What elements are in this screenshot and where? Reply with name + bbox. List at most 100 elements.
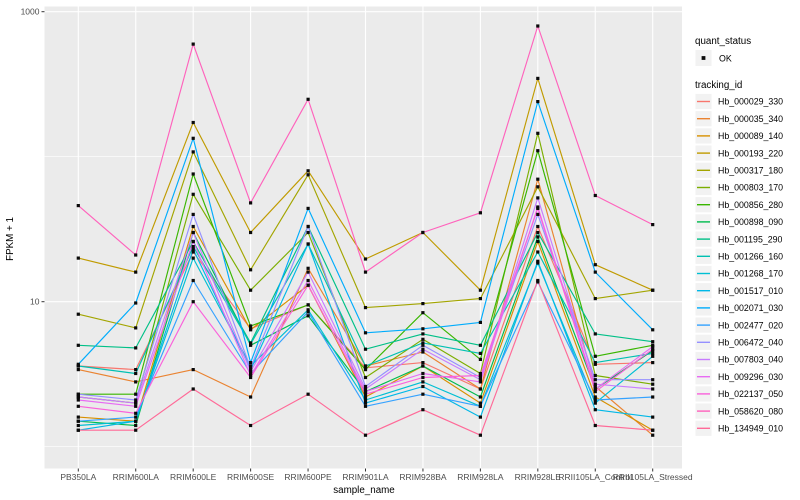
data-point-Hb_001195_290: [421, 332, 425, 336]
legend-tracking-items: Hb_000029_330 Hb_000035_340 Hb_000089_140 H…: [695, 93, 783, 436]
legend-item-label: Hb_058620_080: [718, 406, 783, 416]
data-point-Hb_001266_160: [76, 364, 80, 368]
data-point-Hb_007803_040: [363, 387, 368, 391]
data-point-Hb_022137_050: [593, 390, 597, 394]
data-point-Hb_000317_180: [249, 268, 253, 272]
legend-item-Hb_000089_140: Hb_000089_140: [695, 128, 783, 144]
data-point-Hb_001268_170: [593, 401, 597, 405]
data-point-Hb_000898_090: [306, 314, 310, 318]
data-point-Hb_009296_030: [593, 387, 597, 391]
data-point-Hb_001266_160: [191, 245, 195, 249]
data-point-Hb_000317_180: [363, 306, 368, 310]
legend-item-Hb_134949_010: Hb_134949_010: [695, 420, 783, 436]
legend-item-Hb_000803_170: Hb_000803_170: [695, 179, 783, 196]
legend-item-Hb_001268_170: Hb_001268_170: [695, 265, 783, 282]
data-point-Hb_007803_040: [249, 369, 253, 374]
data-point-Hb_001266_160: [536, 250, 540, 254]
data-point-Hb_022137_050: [363, 392, 368, 396]
data-point-Hb_058620_080: [536, 24, 540, 28]
data-point-Hb_001517_010: [593, 408, 597, 412]
legend-item-label: Hb_000035_340: [718, 114, 783, 124]
data-point-Hb_001268_170: [306, 308, 310, 312]
data-point-Hb_001195_290: [651, 340, 655, 344]
data-point-Hb_000856_280: [249, 324, 253, 328]
ok-point-marker-icon: [701, 56, 706, 60]
data-point-Hb_058620_080: [249, 201, 253, 205]
data-point-Hb_000029_330: [651, 361, 655, 365]
legend-item-Hb_058620_080: Hb_058620_080: [695, 403, 783, 419]
data-point-Hb_006472_040: [191, 212, 195, 216]
data-point-Hb_002477_020: [593, 398, 597, 402]
x-tick-label-RRIM600LA: RRIM600LA: [113, 472, 160, 482]
data-point-Hb_001517_010: [536, 259, 540, 263]
data-point-Hb_006472_040: [478, 375, 482, 380]
data-point-Hb_001268_170: [363, 398, 368, 402]
data-point-Hb_000803_170: [363, 375, 368, 380]
data-point-Hb_000856_280: [134, 392, 138, 396]
data-point-Hb_001517_010: [421, 384, 425, 389]
legend-item-label: Hb_001195_290: [718, 234, 783, 244]
data-point-Hb_000856_280: [363, 368, 368, 372]
x-tick-label-PB350LA: PB350LA: [60, 472, 96, 482]
data-point-Hb_134949_010: [536, 278, 540, 283]
data-point-Hb_000035_340: [191, 368, 195, 372]
data-point-Hb_001195_290: [536, 230, 540, 235]
data-point-Hb_001517_010: [306, 242, 310, 246]
data-point-Hb_134949_010: [593, 423, 597, 428]
data-point-Hb_007803_040: [593, 382, 597, 386]
legend-item-label: Hb_001266_160: [718, 252, 783, 262]
legend-item-label: Hb_007803_040: [718, 355, 783, 365]
data-point-Hb_134949_010: [76, 428, 80, 432]
data-point-Hb_002071_030: [593, 270, 597, 274]
data-point-Hb_058620_080: [421, 230, 425, 235]
data-point-Hb_001195_290: [593, 332, 597, 336]
data-point-Hb_000193_220: [191, 120, 195, 125]
legend-item-label: Hb_134949_010: [718, 424, 783, 434]
data-point-Hb_000089_140: [593, 395, 597, 399]
legend-item-Hb_000856_280: Hb_000856_280: [695, 197, 783, 213]
legend-item-label: Hb_000317_180: [718, 166, 783, 176]
legend-item-label: Hb_001517_010: [718, 286, 783, 296]
data-point-Hb_006472_040: [593, 378, 597, 382]
data-point-Hb_007803_040: [76, 395, 80, 399]
data-point-Hb_001195_290: [478, 343, 482, 347]
data-point-Hb_022137_050: [134, 411, 138, 415]
data-point-Hb_002477_020: [363, 404, 368, 408]
legend-item-Hb_001195_290: Hb_001195_290: [695, 231, 783, 247]
legend-item-Hb_001517_010: Hb_001517_010: [695, 283, 783, 299]
data-point-Hb_002477_020: [76, 419, 80, 423]
data-point-Hb_000317_180: [191, 150, 195, 154]
data-point-Hb_009296_030: [478, 380, 482, 384]
legend-item-label: Hb_000193_220: [718, 148, 783, 158]
data-point-Hb_002071_030: [478, 320, 482, 324]
data-point-Hb_058620_080: [191, 42, 195, 46]
data-point-Hb_000803_170: [478, 371, 482, 376]
legend: quant_status OK tracking_id Hb_000029_33…: [695, 36, 783, 436]
data-point-Hb_000035_340: [76, 368, 80, 372]
data-point-Hb_001517_010: [478, 415, 482, 419]
axis-tick-labels-layer: 1000 10 PB350LA RRIM600LA RRIM600LE RRIM600SE…: [21, 7, 693, 482]
data-point-Hb_001195_290: [76, 343, 80, 347]
data-point-Hb_001517_010: [651, 415, 655, 419]
y-tick-label: 1000: [21, 7, 40, 17]
legend-item-label: Hb_000803_170: [718, 183, 783, 193]
data-point-Hb_007803_040: [191, 230, 195, 235]
data-point-Hb_002477_020: [191, 278, 195, 283]
x-tick-label-RRIM600PE: RRIM600PE: [284, 472, 332, 482]
data-point-Hb_001266_160: [421, 341, 425, 345]
data-point-Hb_009296_030: [421, 371, 425, 376]
legend-tracking-id-title: tracking_id: [695, 80, 742, 91]
data-point-Hb_002071_030: [363, 331, 368, 335]
data-point-Hb_006472_040: [536, 212, 540, 216]
legend-item-Hb_000317_180: Hb_000317_180: [695, 162, 783, 178]
data-point-Hb_058620_080: [478, 211, 482, 215]
legend-item-Hb_009296_030: Hb_009296_030: [695, 369, 783, 385]
data-point-Hb_001268_170: [421, 380, 425, 384]
data-point-Hb_007803_040: [536, 196, 540, 200]
legend-item-Hb_001266_160: Hb_001266_160: [695, 248, 783, 264]
data-point-Hb_000317_180: [651, 288, 655, 292]
data-point-Hb_000035_340: [536, 177, 540, 181]
legend-item-Hb_002071_030: Hb_002071_030: [695, 300, 783, 316]
y-tick-label: 10: [30, 297, 40, 307]
